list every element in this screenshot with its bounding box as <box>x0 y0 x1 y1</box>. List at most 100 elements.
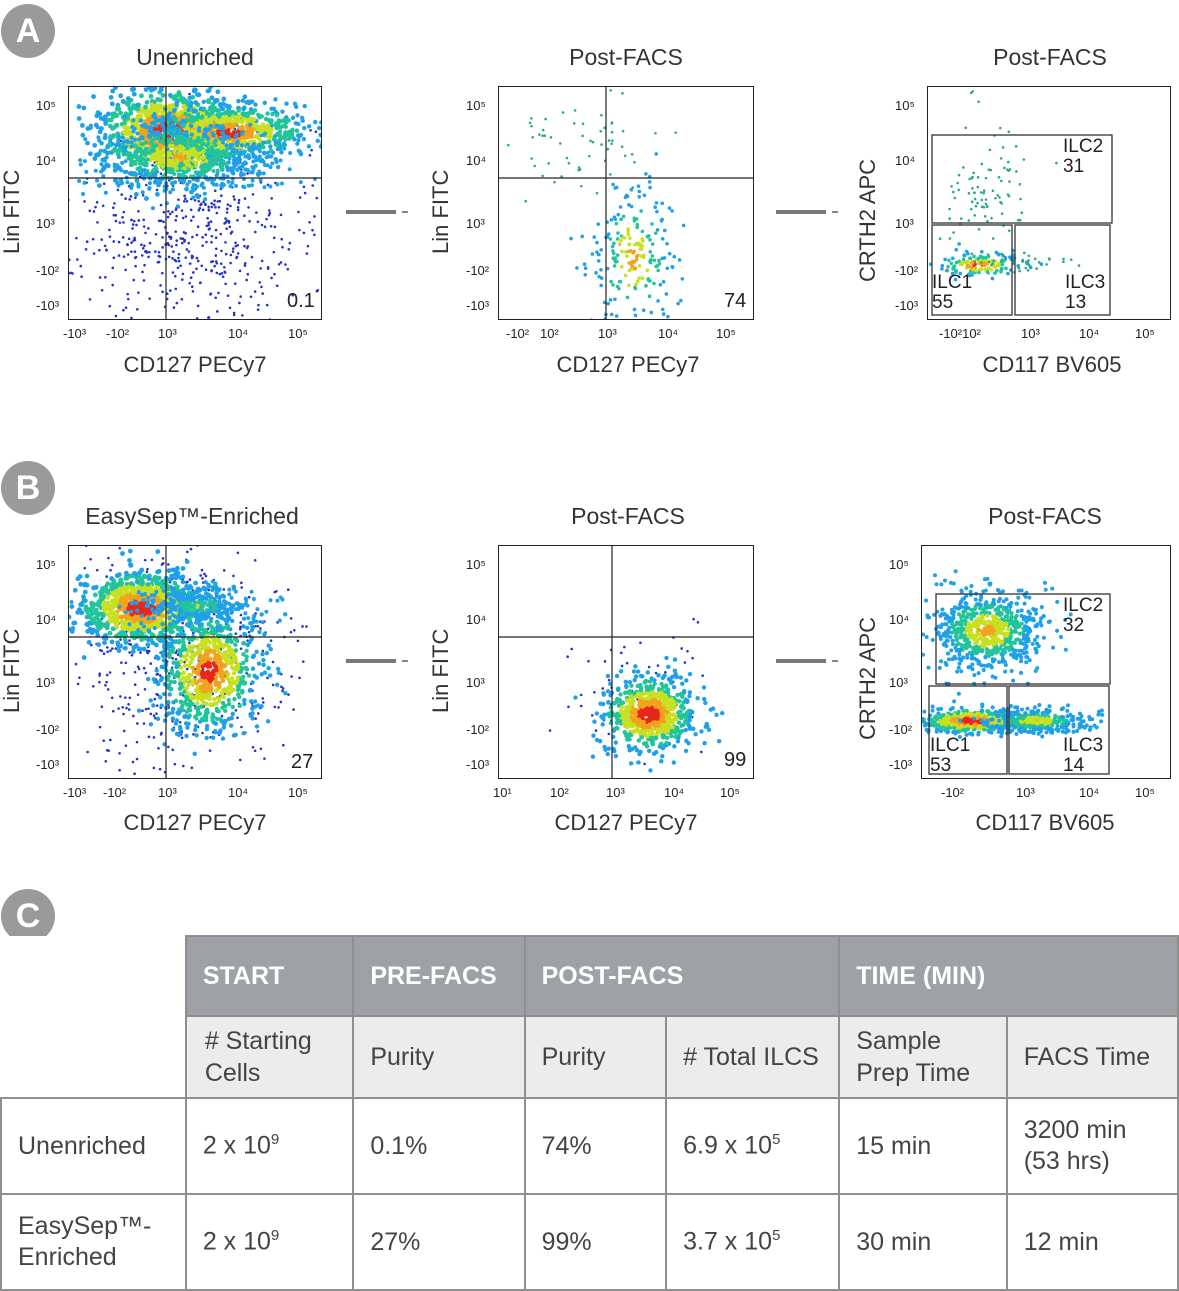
event-dot <box>223 588 226 591</box>
event-dot <box>139 637 144 642</box>
event-dot <box>176 204 180 208</box>
event-dot <box>244 100 248 104</box>
event-dot <box>187 155 191 159</box>
event-dot <box>102 205 105 208</box>
event-dot <box>193 728 197 732</box>
event-dot <box>1023 158 1026 161</box>
event-dot <box>157 158 161 162</box>
event-dot <box>260 286 263 289</box>
event-dot <box>213 265 216 268</box>
event-dot <box>939 237 942 240</box>
event-dot <box>287 268 290 271</box>
event-dot <box>273 591 276 594</box>
event-dot <box>219 137 223 141</box>
event-dot <box>156 147 160 151</box>
event-dot <box>197 200 200 203</box>
event-dot <box>217 292 220 295</box>
event-dot <box>648 294 652 298</box>
event-dot <box>636 254 640 258</box>
event-dot <box>266 677 269 680</box>
event-dot <box>201 732 204 735</box>
event-dot <box>93 593 98 598</box>
event-dot <box>222 173 226 177</box>
event-dot <box>624 154 627 157</box>
event-dot <box>203 573 206 576</box>
event-dot <box>220 233 223 236</box>
event-dot <box>201 569 204 572</box>
event-dot <box>984 215 987 218</box>
event-dot <box>592 235 596 239</box>
event-dot <box>223 222 226 225</box>
event-dot <box>145 184 148 187</box>
event-dot <box>77 104 82 109</box>
event-dot <box>202 209 205 212</box>
event-dot <box>950 185 953 188</box>
event-dot <box>618 243 622 247</box>
event-dot <box>1022 259 1025 262</box>
event-dot <box>236 99 240 103</box>
event-dot <box>238 199 241 202</box>
event-dot <box>130 219 133 222</box>
event-dot <box>149 242 152 245</box>
event-dot <box>210 270 213 273</box>
event-dot <box>599 130 602 133</box>
event-dot <box>147 227 150 230</box>
event-dot <box>117 572 122 577</box>
event-dot <box>273 251 276 254</box>
event-dot <box>982 192 985 195</box>
event-dot <box>649 311 653 315</box>
event-dot <box>180 626 184 630</box>
event-dot <box>206 225 209 228</box>
event-dot <box>288 167 292 171</box>
event-dot <box>524 200 527 203</box>
event-dot <box>638 190 642 194</box>
y-axis-label: Lin FITC <box>0 629 25 713</box>
event-dot <box>273 134 277 138</box>
event-dot <box>136 182 140 186</box>
event-dot <box>980 261 983 264</box>
event-dot <box>129 160 133 164</box>
event-dot <box>216 310 219 313</box>
event-dot <box>215 113 219 117</box>
event-dot <box>132 586 137 591</box>
event-dot <box>112 710 115 713</box>
event-dot <box>966 252 970 256</box>
event-dot <box>178 253 181 256</box>
event-dot <box>962 166 965 169</box>
event-dot <box>75 663 78 666</box>
event-dot <box>126 243 129 246</box>
scatter-plot <box>498 86 754 320</box>
event-dot <box>964 260 968 264</box>
event-dot <box>1019 219 1022 222</box>
event-dot <box>134 196 137 199</box>
event-dot <box>952 231 955 234</box>
event-dot <box>119 638 122 641</box>
event-dot <box>611 183 615 187</box>
event-dot <box>229 262 232 265</box>
event-dot <box>104 191 108 195</box>
event-dot <box>278 130 282 134</box>
event-dot <box>115 595 120 600</box>
event-dot <box>141 142 145 146</box>
event-dot <box>109 649 112 652</box>
event-dot <box>295 129 299 133</box>
event-dot <box>283 130 287 134</box>
event-dot <box>188 93 191 96</box>
event-dot <box>99 726 102 729</box>
event-dot <box>159 219 162 222</box>
event-dot <box>529 122 532 125</box>
event-dot <box>182 273 185 276</box>
event-dot <box>157 181 161 185</box>
event-dot <box>990 268 994 272</box>
event-dot <box>237 153 241 157</box>
event-dot <box>155 233 158 236</box>
event-dot <box>256 113 260 117</box>
event-dot <box>613 258 617 262</box>
event-dot <box>75 610 80 615</box>
event-dot <box>291 116 295 120</box>
event-dot <box>139 651 142 654</box>
event-dot <box>170 245 173 248</box>
event-dot <box>123 614 128 619</box>
event-dot <box>175 215 178 218</box>
event-dot <box>293 102 297 106</box>
